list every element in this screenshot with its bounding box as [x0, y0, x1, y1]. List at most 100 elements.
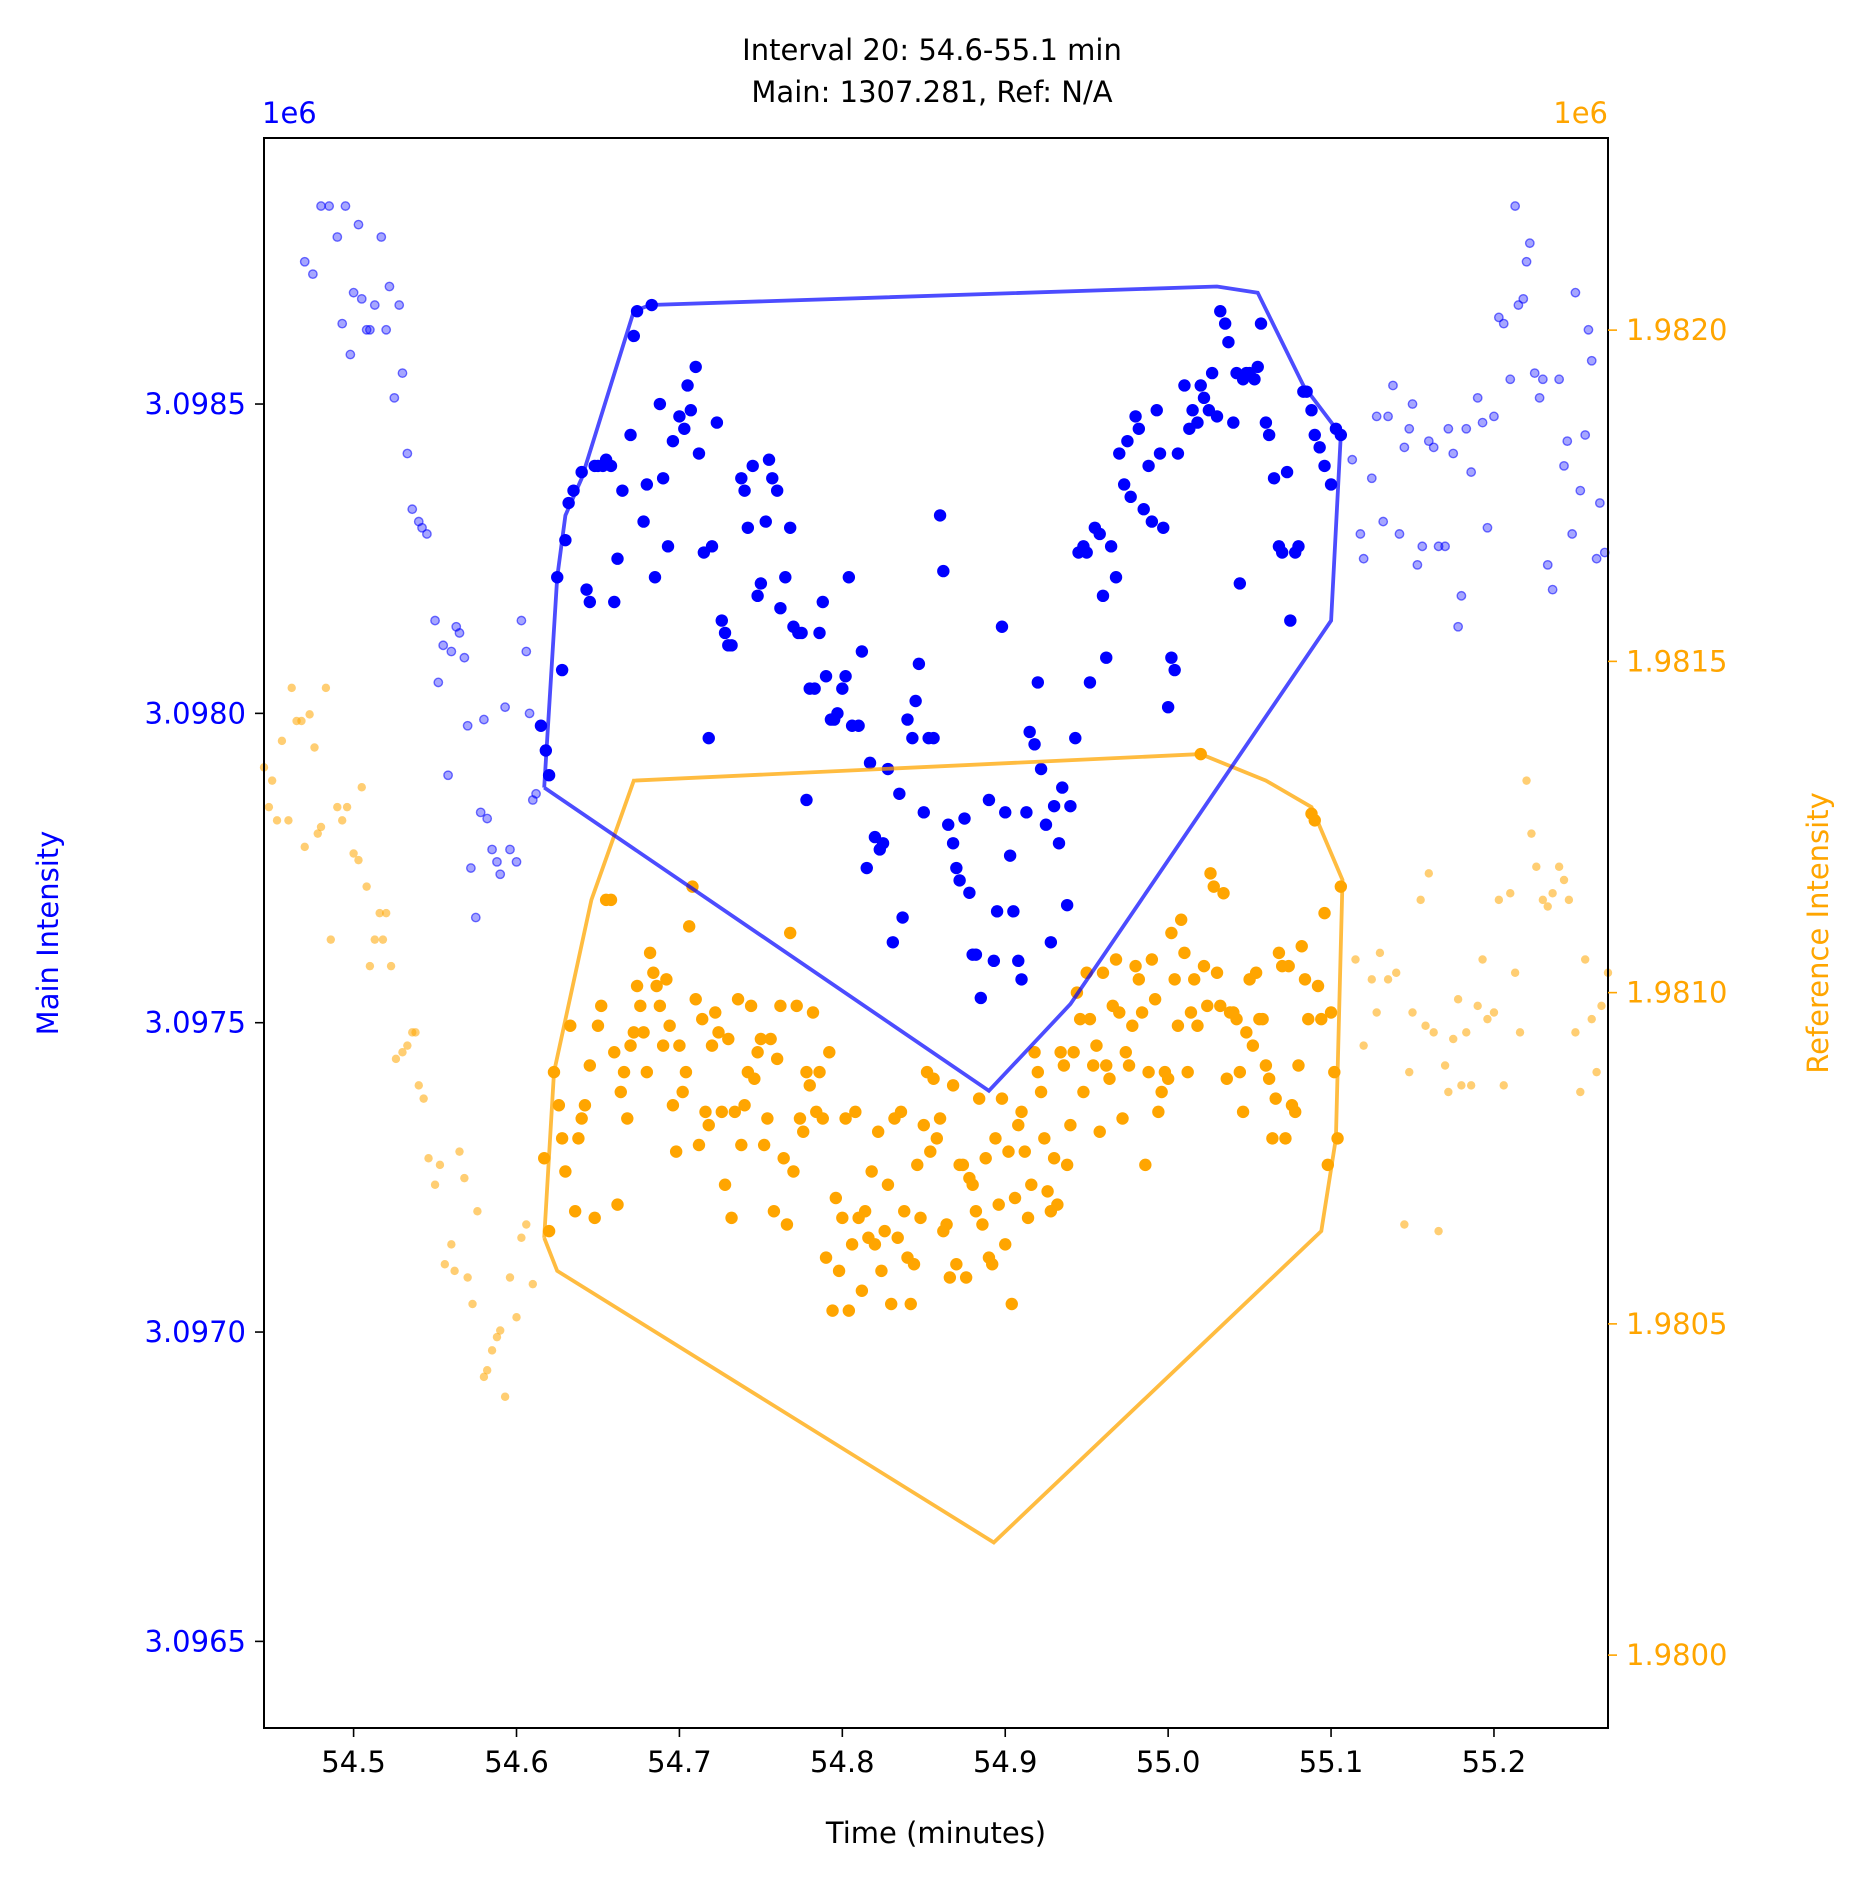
- left-y-tick-label: 3.0965: [145, 1624, 246, 1658]
- reference-outside-point: [1408, 1008, 1417, 1017]
- reference-outside-point: [1457, 1081, 1466, 1090]
- reference-outside-point: [316, 822, 326, 832]
- reference-point: [1139, 1158, 1152, 1172]
- main-outside-point: [531, 788, 541, 799]
- reference-point: [995, 1092, 1009, 1105]
- main-point: [863, 756, 877, 770]
- reference-point: [1142, 1065, 1155, 1079]
- main-outside-point: [1537, 374, 1548, 385]
- main-point: [725, 639, 738, 652]
- reference-outside-point: [313, 829, 322, 838]
- reference-point: [663, 1019, 676, 1032]
- reference-point: [891, 1231, 904, 1244]
- main-outside-point: [505, 844, 515, 855]
- reference-point: [829, 1191, 843, 1205]
- main-point: [678, 422, 691, 435]
- reference-point: [780, 1218, 794, 1231]
- reference-point: [647, 966, 660, 979]
- main-point: [1020, 806, 1033, 819]
- reference-point: [621, 1112, 634, 1125]
- main-outside-point: [1510, 201, 1521, 211]
- main-point: [1194, 379, 1207, 392]
- reference-outside-point: [391, 1054, 401, 1064]
- main-point: [1083, 676, 1097, 689]
- right-y-tick-label: 1.9810: [1626, 976, 1727, 1010]
- main-outside-point: [1347, 454, 1358, 465]
- main-point: [759, 515, 772, 528]
- reference-outside-point: [1453, 995, 1463, 1004]
- reference-outside-point: [482, 1366, 492, 1375]
- reference-outside-point: [1506, 889, 1515, 898]
- main-point: [1165, 651, 1178, 664]
- reference-outside-point: [1597, 1001, 1606, 1011]
- reference-point: [702, 1118, 715, 1132]
- x-tick-label: 54.9: [973, 1745, 1038, 1779]
- main-outside-point: [1547, 584, 1558, 595]
- main-point: [681, 379, 694, 392]
- main-point: [974, 991, 987, 1005]
- main-point: [852, 719, 865, 732]
- x-tick-label: 54.6: [484, 1745, 549, 1779]
- x-tick-label: 54.7: [647, 1745, 712, 1779]
- reference-point: [1220, 1072, 1233, 1085]
- reference-point: [823, 1046, 836, 1059]
- main-point: [1191, 416, 1204, 429]
- reference-point: [1217, 887, 1230, 900]
- main-outside-point: [1575, 485, 1586, 496]
- reference-outside-point: [419, 1094, 428, 1103]
- reference-point: [1073, 1012, 1087, 1026]
- reference-point: [826, 1304, 839, 1317]
- reference-point: [1005, 1297, 1018, 1311]
- reference-point: [673, 1039, 686, 1052]
- reference-point: [656, 1039, 670, 1052]
- x-axis-label: Time (minutes): [825, 1816, 1046, 1850]
- reference-point: [871, 1125, 885, 1138]
- main-point: [1218, 317, 1232, 330]
- reference-point: [979, 1152, 992, 1165]
- reference-point: [1152, 1105, 1165, 1119]
- main-point: [813, 626, 826, 640]
- main-outside-point: [381, 324, 392, 335]
- main-outside-point: [1388, 380, 1398, 391]
- main-point: [583, 595, 597, 609]
- reference-point: [564, 1019, 577, 1032]
- reference-outside-point: [1400, 1220, 1409, 1229]
- main-outside-point: [376, 232, 387, 242]
- main-outside-point: [446, 646, 457, 657]
- main-point: [937, 564, 950, 578]
- chart-title-line1: Interval 20: 54.6-55.1 min: [742, 33, 1122, 67]
- reference-point: [1012, 1118, 1025, 1132]
- main-point: [770, 484, 784, 497]
- reference-outside-point: [512, 1313, 521, 1322]
- reference-outside-point: [1351, 955, 1360, 964]
- reference-point: [1171, 1019, 1185, 1032]
- main-outside-point: [345, 349, 356, 360]
- reference-point: [832, 1264, 846, 1278]
- main-point: [1305, 404, 1318, 417]
- main-point: [1259, 416, 1273, 429]
- reference-point: [1060, 1158, 1074, 1172]
- main-outside-point: [324, 201, 335, 211]
- reference-point: [1025, 1178, 1038, 1191]
- reference-point: [1057, 1059, 1071, 1072]
- reference-point: [777, 1152, 790, 1165]
- main-outside-point: [332, 232, 343, 242]
- reference-point: [715, 1105, 728, 1119]
- reference-outside-point: [333, 802, 342, 812]
- x-tick-label: 54.5: [321, 1745, 386, 1779]
- main-point: [611, 552, 624, 565]
- main-point: [917, 806, 930, 819]
- reference-outside-point: [1466, 1081, 1476, 1090]
- reference-outside-point: [354, 855, 363, 865]
- reference-point: [624, 1039, 637, 1052]
- reference-point: [1126, 1019, 1139, 1032]
- reference-point: [1165, 926, 1178, 940]
- main-outside-point: [1456, 590, 1467, 601]
- main-point: [1313, 441, 1326, 454]
- main-outside-point: [1378, 516, 1389, 527]
- reference-point: [591, 1019, 605, 1032]
- main-point: [718, 626, 732, 640]
- reference-point: [1272, 946, 1286, 960]
- main-point: [1007, 905, 1020, 918]
- main-point: [958, 812, 971, 825]
